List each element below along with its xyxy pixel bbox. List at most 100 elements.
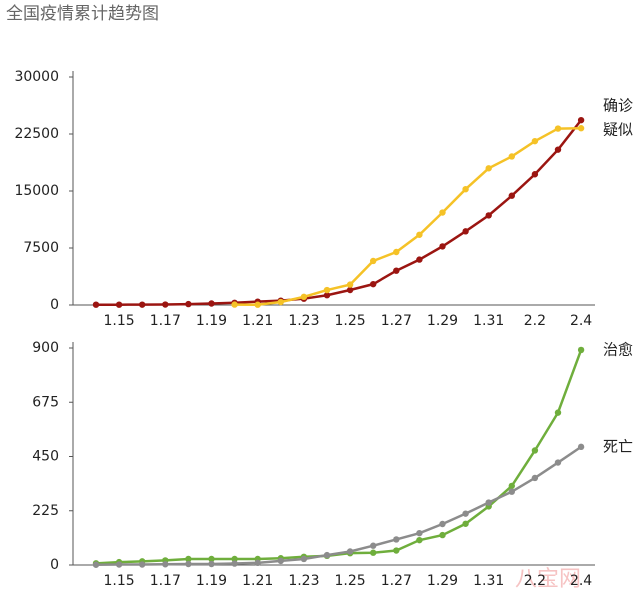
data-point	[554, 125, 562, 132]
y-tick-label: 225	[32, 503, 59, 519]
data-point	[462, 185, 469, 193]
series-line	[234, 126, 582, 306]
y-tick-label: 7500	[23, 240, 59, 256]
x-tick-label: 1.27	[381, 573, 412, 589]
x-tick-label: 1.21	[242, 313, 273, 329]
data-point	[92, 301, 100, 308]
data-point	[185, 560, 192, 568]
data-point	[508, 482, 515, 490]
data-point	[185, 300, 192, 308]
x-tick-label: 1.31	[473, 573, 504, 589]
x-tick-label: 1.25	[335, 573, 366, 589]
y-tick-label: 900	[32, 340, 59, 356]
data-point	[577, 443, 585, 451]
data-point	[346, 286, 354, 294]
data-point	[393, 248, 400, 256]
data-point	[439, 209, 446, 216]
y-tick-label: 15000	[14, 183, 59, 199]
series-label: 确诊	[603, 97, 633, 115]
data-point	[254, 559, 261, 567]
data-point	[554, 459, 562, 466]
data-point	[554, 146, 562, 153]
data-point	[485, 212, 492, 219]
y-tick-label: 22500	[14, 126, 59, 142]
x-tick-label: 1.15	[104, 313, 135, 329]
x-tick-label: 2.2	[524, 573, 546, 589]
series-label: 死亡	[603, 437, 633, 455]
data-point	[92, 561, 100, 568]
data-point	[531, 171, 539, 178]
data-point	[554, 409, 562, 416]
y-tick-label: 675	[32, 394, 59, 410]
data-point	[162, 561, 169, 568]
x-tick-label: 1.23	[288, 313, 319, 329]
data-point	[231, 560, 238, 567]
y-tick-label: 0	[50, 557, 59, 573]
data-point	[231, 301, 238, 308]
x-tick-label: 1.25	[335, 313, 366, 329]
series-label: 治愈	[603, 340, 633, 358]
data-point	[370, 257, 377, 265]
data-point	[577, 125, 585, 132]
data-point	[439, 520, 446, 528]
data-point	[346, 548, 354, 555]
x-tick-label: 1.15	[104, 573, 135, 589]
data-point	[577, 116, 585, 124]
data-point	[346, 281, 354, 288]
data-point	[416, 231, 423, 238]
series-line	[95, 445, 582, 567]
x-tick-label: 2.2	[524, 313, 546, 329]
data-point	[439, 531, 446, 539]
y-tick-label: 450	[32, 449, 59, 465]
y-tick-label: 30000	[14, 69, 59, 85]
x-tick-label: 2.4	[570, 313, 592, 329]
data-point	[393, 267, 400, 274]
data-point	[416, 536, 423, 544]
data-point	[254, 301, 261, 308]
data-point	[231, 555, 238, 563]
data-point	[531, 447, 539, 454]
data-point	[370, 549, 377, 556]
data-point	[115, 561, 123, 568]
data-point	[300, 555, 308, 563]
x-tick-label: 1.23	[288, 573, 319, 589]
y-tick-label: 0	[50, 297, 59, 313]
data-point	[531, 474, 539, 482]
data-point	[508, 192, 515, 199]
data-point	[462, 228, 469, 235]
data-point	[370, 280, 377, 288]
data-point	[300, 293, 308, 301]
data-point	[139, 561, 146, 568]
data-point	[531, 137, 539, 145]
data-point	[208, 560, 215, 568]
data-point	[577, 346, 585, 354]
data-point	[277, 298, 284, 306]
data-point	[208, 555, 215, 563]
x-tick-label: 1.29	[427, 313, 458, 329]
data-point	[323, 292, 331, 299]
x-tick-label: 1.19	[196, 313, 227, 329]
data-point	[462, 520, 469, 527]
series-line	[96, 119, 583, 306]
watermark: 八宝网	[515, 567, 581, 592]
data-point	[370, 542, 377, 549]
data-point	[508, 488, 515, 495]
data-point	[439, 243, 446, 250]
series-line	[95, 349, 583, 565]
data-point	[485, 499, 492, 506]
data-point	[393, 536, 400, 543]
data-point	[462, 510, 469, 517]
data-point	[139, 301, 146, 308]
x-tick-label: 1.19	[196, 573, 227, 589]
x-tick-label: 1.31	[473, 313, 504, 329]
data-point	[416, 256, 423, 263]
x-tick-label: 1.27	[381, 313, 412, 329]
data-point	[393, 547, 400, 554]
data-point	[485, 165, 492, 172]
data-point	[323, 551, 331, 559]
x-tick-label: 1.29	[427, 573, 458, 589]
data-point	[185, 555, 192, 563]
data-point	[323, 286, 331, 294]
data-point	[508, 153, 515, 160]
